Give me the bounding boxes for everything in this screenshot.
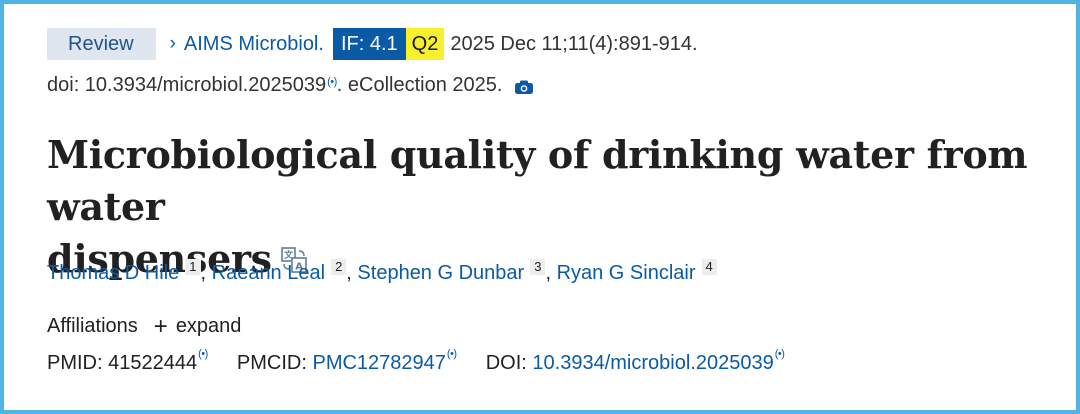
affiliation-number[interactable]: 3	[530, 259, 546, 275]
citation-row: Review › AIMS Microbiol. IF: 4.1 Q2 2025…	[47, 28, 698, 60]
expand-label: expand	[175, 315, 242, 337]
title-line-2: dispensers	[47, 236, 272, 281]
expand-affiliations-button[interactable]: + expand	[153, 312, 242, 340]
author-link[interactable]: Ryan G Sinclair	[556, 262, 696, 284]
author-link[interactable]: Stephen G Dunbar	[357, 262, 525, 284]
doi-label: DOI:	[485, 352, 527, 374]
author-link[interactable]: Raeann Leal	[211, 262, 326, 284]
identifiers-row: PMID: 41522444(•) PMCID: PMC12782947(•) …	[47, 348, 785, 375]
affiliation-number[interactable]: 4	[701, 259, 717, 275]
signal-wave-icon[interactable]: (•)	[774, 348, 785, 361]
quartile-badge: Q2	[405, 28, 445, 60]
chevron-right-icon: ›	[169, 33, 176, 54]
journal-name: AIMS Microbiol.	[183, 32, 324, 55]
ecollection-text: . eCollection 2025.	[336, 74, 503, 96]
affiliations-label: Affiliations	[47, 315, 138, 337]
doi-link[interactable]: 10.3934/microbiol.2025039	[532, 352, 774, 374]
doi-row: doi: 10.3934/microbiol.2025039 (•) . eCo…	[47, 74, 534, 97]
svg-text:文: 文	[283, 249, 294, 261]
title-line-1: Microbiological quality of drinking wate…	[47, 132, 1028, 229]
pmcid-label: PMCID:	[236, 352, 307, 374]
article-type-badge: Review	[47, 28, 156, 60]
pmid-label: PMID:	[47, 352, 103, 374]
signal-wave-icon[interactable]: (•)	[198, 348, 208, 361]
journal-link[interactable]: › AIMS Microbiol.	[170, 33, 324, 56]
affiliation-number[interactable]: 1	[185, 259, 201, 275]
translate-icon[interactable]: 文 A	[280, 235, 308, 273]
affiliation-number[interactable]: 2	[331, 259, 347, 275]
author-link[interactable]: Thomas D Hile	[47, 262, 180, 284]
affiliations-row: Affiliations + expand	[47, 312, 242, 340]
pmcid-link[interactable]: PMC12782947	[312, 352, 446, 374]
signal-wave-icon[interactable]: (•)	[327, 75, 337, 88]
author-list: Thomas D Hile 1, Raeann Leal 2, Stephen G …	[47, 259, 717, 285]
impact-factor-badge: IF: 4.1	[332, 28, 406, 60]
doi-text: doi: 10.3934/microbiol.2025039	[47, 74, 327, 96]
plus-icon: +	[153, 312, 168, 340]
article-title: Microbiological quality of drinking wate…	[47, 129, 1067, 285]
svg-text:A: A	[295, 262, 303, 273]
pmid-value: 41522444	[108, 352, 198, 374]
camera-icon[interactable]	[514, 78, 534, 94]
citation-text: 2025 Dec 11;11(4):891-914.	[450, 32, 698, 55]
signal-wave-icon[interactable]: (•)	[446, 348, 457, 361]
